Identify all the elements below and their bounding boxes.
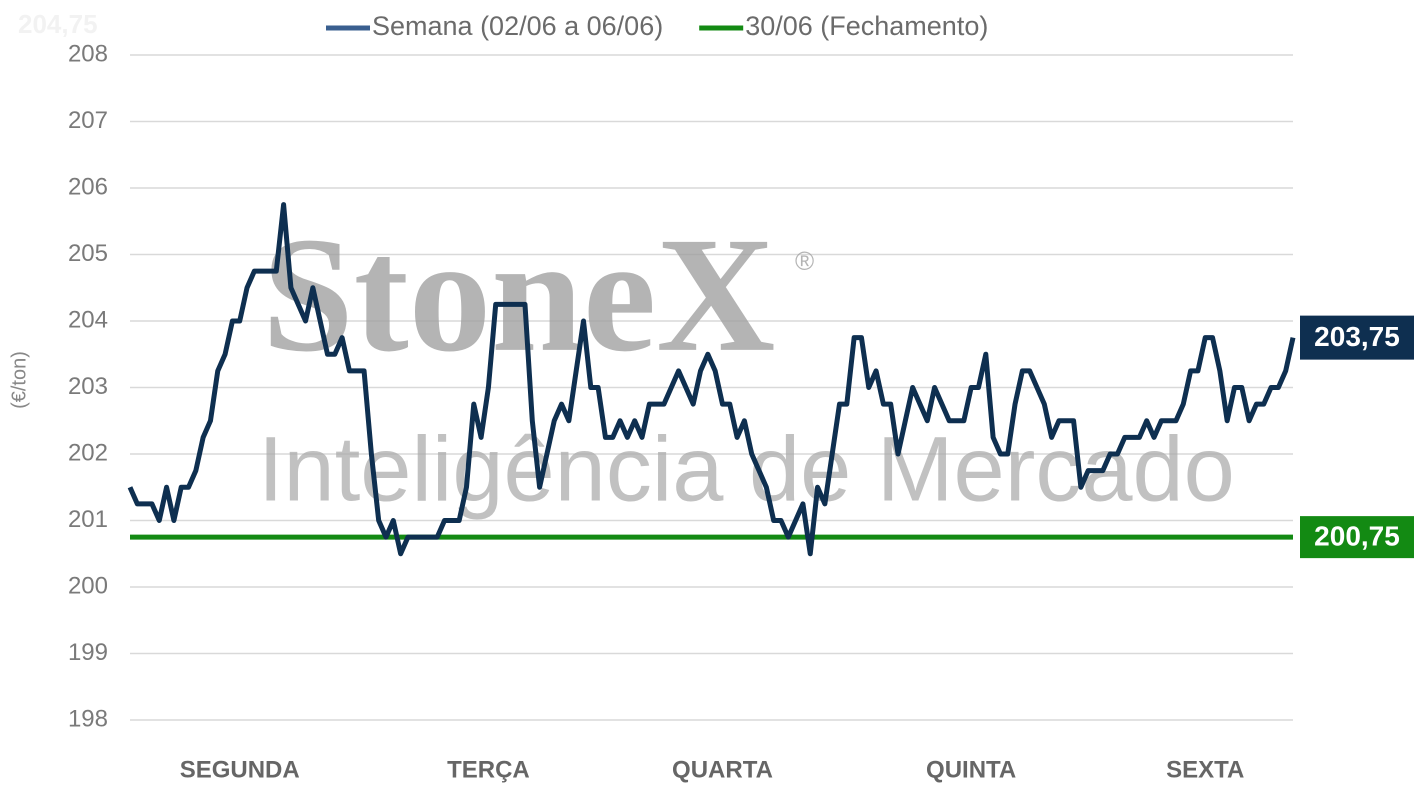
y-tick-label: 201 [68,506,108,533]
reference-label: 200,75 [1314,521,1400,552]
y-tick-label: 204 [68,306,108,333]
x-tick-label: QUARTA [672,756,773,783]
y-tick-label: 202 [68,439,108,466]
x-tick-label: SEXTA [1166,756,1244,783]
reference-label-box [1300,516,1414,559]
y-tick-label: 205 [68,240,108,267]
y-tick-label: 206 [68,173,108,200]
y-axis-label: (€/ton) [8,351,30,409]
y-tick-label: 200 [68,572,108,599]
series-line [127,202,1296,557]
watermark-logo: StoneX [262,203,775,386]
x-tick-label: TERÇA [447,756,530,783]
y-tick-label: 207 [68,107,108,134]
y-tick-label: 199 [68,639,108,666]
x-tick-label: QUINTA [926,756,1016,783]
end-label-box [1300,315,1414,360]
legend-label: Semana (02/06 a 06/06) [372,11,663,41]
y-tick-label: 208 [68,40,108,67]
end-label: 203,75 [1314,321,1400,352]
grid [130,54,1293,721]
y-tick-label: 203 [68,373,108,400]
x-tick-label: SEGUNDA [180,756,300,783]
y-tick-label: 198 [68,705,108,732]
corner-label: 204,75 [18,9,98,39]
watermark-registered: ® [795,246,814,276]
legend-label: 30/06 (Fechamento) [745,11,988,41]
